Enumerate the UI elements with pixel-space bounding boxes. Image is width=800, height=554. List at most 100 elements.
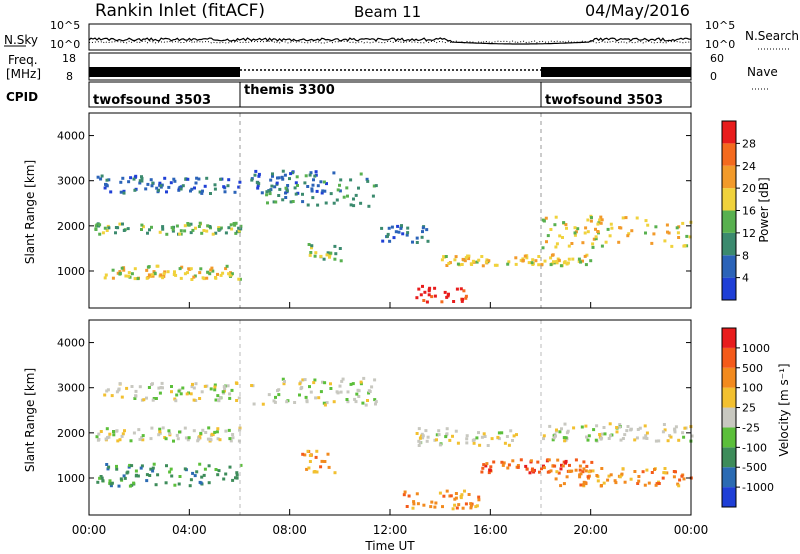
velocity-cell [193, 474, 197, 478]
velocity-cell [308, 460, 312, 463]
velocity-cell [308, 454, 312, 457]
noise-sky-line [88, 37, 691, 45]
power-cell [421, 284, 424, 288]
noise-right-tick-low: 10^0 [705, 38, 735, 51]
power-cell [442, 255, 446, 259]
cpid-panel: CPID twofsound 3503 themis 3300 twofsoun… [6, 81, 692, 108]
power-colorbar-label: Power [dB] [757, 177, 771, 242]
power-cell [338, 247, 342, 250]
power-cell [201, 276, 205, 280]
power-cell [309, 251, 313, 254]
velocity-cell [158, 391, 162, 395]
velocity-cell [308, 385, 311, 389]
power-cell [237, 277, 241, 281]
velocity-cell [319, 465, 323, 469]
velocity-cell [218, 396, 222, 400]
velocity-cell [322, 401, 326, 405]
velocity-cell [197, 437, 201, 441]
velocity-cell [629, 477, 633, 481]
velocity-cell [319, 390, 323, 394]
power-cell [553, 223, 557, 227]
velocity-cell [314, 396, 318, 400]
velocity-cell [299, 387, 303, 391]
velocity-cell [469, 506, 473, 510]
power-cell [205, 229, 209, 233]
power-cell [186, 271, 189, 275]
velocity-cell [192, 386, 196, 390]
velocity-cell [415, 492, 419, 496]
power-cell [445, 264, 449, 267]
velocity-cell [117, 484, 121, 488]
power-cell [544, 216, 548, 220]
velocity-cell [313, 378, 317, 382]
velocity-cell [455, 506, 459, 510]
velocity-cell [559, 467, 563, 471]
velocity-cell [663, 471, 667, 475]
power-cell [381, 239, 385, 243]
velocity-colorbar-swatch [722, 447, 736, 468]
velocity-cell [615, 426, 619, 429]
power-cell [346, 194, 349, 198]
velocity-colorbar-tick-label: -25 [742, 421, 760, 434]
x-tick-label: 16:00 [473, 523, 508, 537]
power-cell [627, 232, 631, 236]
velocity-cell [482, 463, 486, 467]
power-cell [268, 189, 272, 193]
power-cell [405, 233, 409, 237]
velocity-cell [123, 476, 127, 480]
velocity-cell [502, 461, 506, 465]
power-cell [589, 219, 593, 223]
velocity-cell [354, 400, 358, 404]
velocity-cell [637, 479, 641, 483]
power-cell [217, 227, 221, 231]
velocity-cell [531, 469, 535, 473]
velocity-feature [415, 427, 518, 447]
power-colorbar-swatch [722, 210, 736, 233]
velocity-cell [192, 429, 196, 433]
velocity-cell [106, 467, 110, 471]
velocity-cell [216, 437, 220, 441]
power-cell [652, 232, 656, 236]
velocity-cell [178, 430, 181, 434]
velocity-cell [178, 475, 182, 478]
power-cell [226, 184, 230, 188]
power-cell [400, 224, 403, 228]
power-cell [374, 184, 378, 188]
power-cell [144, 187, 148, 191]
power-cell [380, 226, 384, 230]
velocity-cell [578, 464, 582, 468]
velocity-cell [580, 425, 584, 429]
power-cell [171, 227, 175, 231]
power-cell [255, 180, 259, 184]
velocity-cell [149, 437, 153, 441]
power-cell [189, 231, 193, 235]
power-cell [312, 178, 315, 182]
velocity-cell [105, 389, 109, 393]
power-cell [253, 173, 257, 177]
power-cell [606, 227, 610, 231]
power-cell [223, 190, 227, 194]
power-cell [275, 181, 279, 185]
velocity-cell [168, 470, 172, 474]
velocity-cell [274, 395, 277, 399]
power-cell [133, 267, 137, 271]
velocity-cell [673, 428, 677, 432]
power-cell [214, 276, 217, 279]
velocity-feature [554, 467, 693, 488]
velocity-cell [313, 470, 317, 473]
power-cell [420, 235, 424, 239]
velocity-cell [167, 429, 171, 433]
power-cell [142, 225, 145, 229]
power-cell [114, 231, 117, 235]
power-cell [178, 232, 182, 236]
power-cell [507, 260, 511, 264]
velocity-cell [217, 398, 220, 402]
power-cell [140, 228, 143, 231]
power-cell [459, 287, 463, 291]
velocity-cell [315, 449, 319, 453]
power-cell [415, 296, 419, 300]
power-cell [685, 244, 689, 248]
power-cell [118, 222, 122, 226]
velocity-cell [109, 482, 113, 486]
power-cell [121, 222, 124, 226]
